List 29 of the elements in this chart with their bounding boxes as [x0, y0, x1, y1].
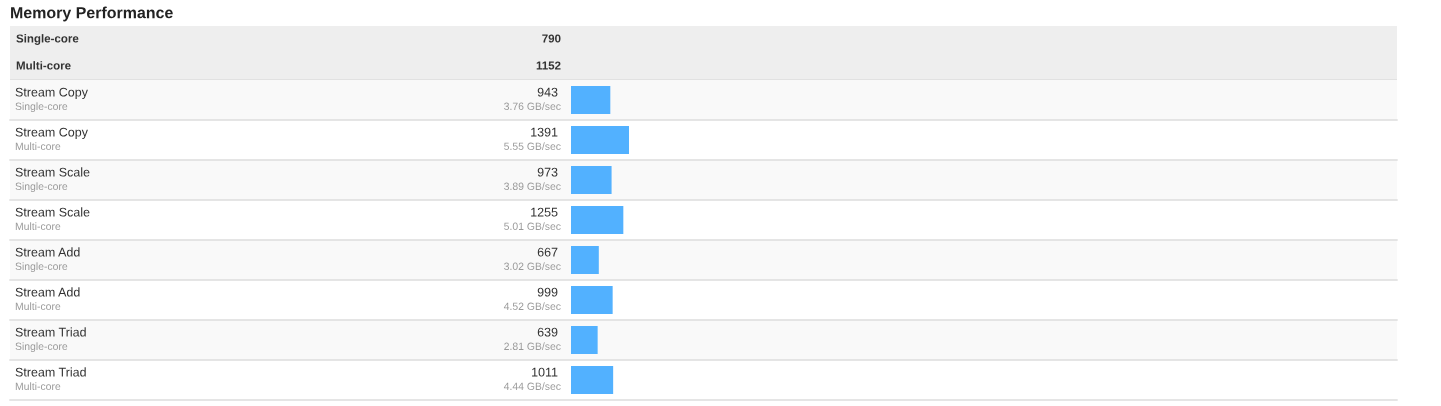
- category-label: Single-core: [16, 34, 79, 45]
- data-label: 1391 5.55 GB/sec: [504, 127, 561, 150]
- bar: [571, 206, 624, 234]
- y-tick-label: Stream Add Multi-core: [15, 287, 80, 310]
- y-tick-label: Stream Copy Multi-core: [15, 127, 88, 150]
- y-tick-label: Stream Scale Multi-core: [15, 207, 90, 230]
- bar: [571, 366, 614, 394]
- bar: [571, 166, 612, 194]
- bar: [571, 126, 629, 154]
- bar: [571, 286, 613, 314]
- data-label: 1152: [536, 61, 561, 70]
- data-label: 943 3.76 GB/sec: [504, 87, 561, 110]
- data-label: 973 3.89 GB/sec: [504, 167, 561, 190]
- data-label: 1011 4.44 GB/sec: [503, 367, 561, 390]
- data-label: 1255 5.01 GB/sec: [504, 207, 561, 230]
- y-tick-label: Stream Triad Single-core: [15, 327, 86, 353]
- bar: [571, 326, 598, 354]
- y-tick-label: Stream Copy Single-core: [15, 87, 88, 113]
- text: Memory Performance: [11, 6, 173, 22]
- data-label: 667 3.02 GB/sec: [504, 247, 561, 270]
- bar: [571, 86, 611, 114]
- bar: [571, 246, 599, 274]
- data-label: 999 4.52 GB/sec: [503, 287, 561, 310]
- data-label: 639 2.81 GB/sec: [504, 327, 561, 350]
- data-label: 790: [542, 34, 561, 43]
- y-tick-label: Stream Add Single-core: [15, 247, 80, 273]
- y-tick-label: Stream Scale Single-core: [15, 167, 90, 193]
- y-tick-label: Stream Triad Multi-core: [15, 367, 86, 390]
- category-label: Multi-core: [16, 61, 71, 70]
